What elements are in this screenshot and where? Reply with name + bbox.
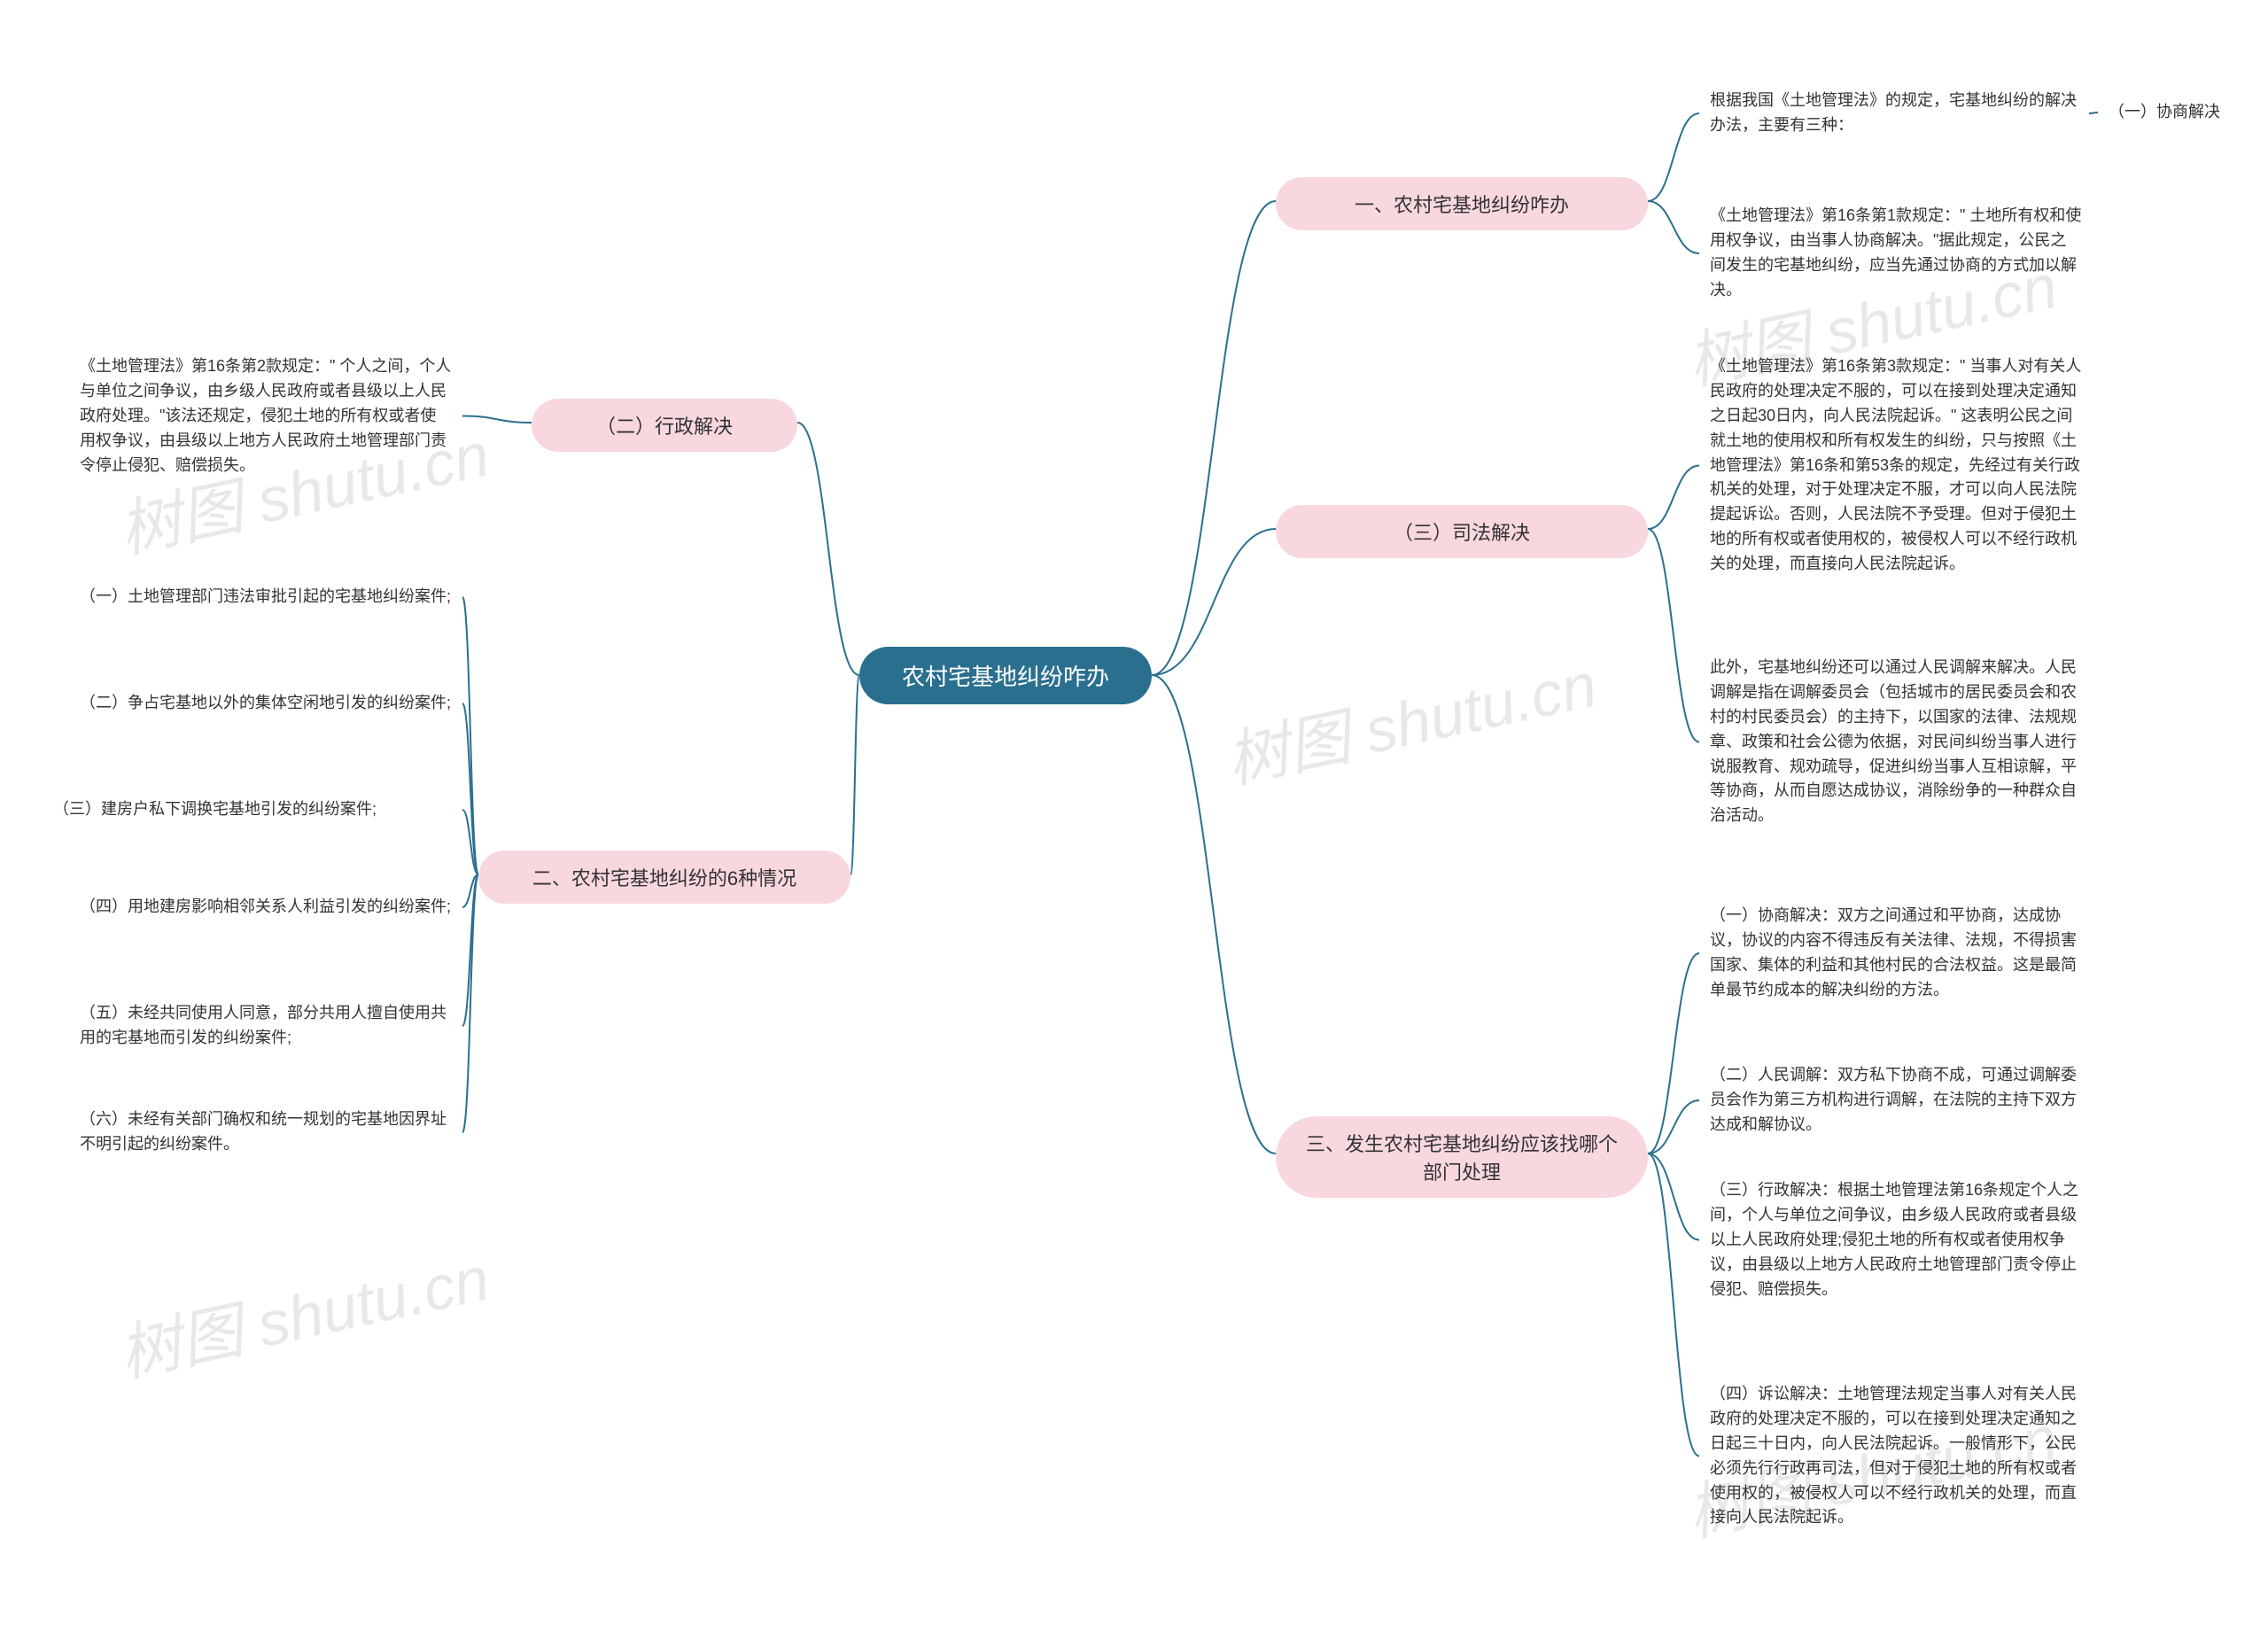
branch-r4: 三、发生农村宅基地纠纷应该找哪个部门处理 (1276, 1116, 1648, 1198)
leaf-r4-2: （三）行政解决：根据土地管理法第16条规定个人之间，个人与单位之间争议，由乡级人… (1710, 1178, 2082, 1301)
watermark: 树图 shutu.cn (110, 1229, 496, 1395)
watermark: 树图 shutu.cn (1217, 635, 1604, 801)
leaf-l2-4: （五）未经共同使用人同意，部分共用人擅自使用共用的宅基地而引发的纠纷案件; (80, 1001, 452, 1051)
leaf-r1-0: 根据我国《土地管理法》的规定，宅基地纠纷的解决办法，主要有三种： (1710, 89, 2082, 138)
branch-r1: 一、农村宅基地纠纷咋办 (1276, 177, 1648, 230)
leaf-l2-0: （一）土地管理部门违法审批引起的宅基地纠纷案件; (80, 585, 452, 610)
leaf-l1-0: 《土地管理法》第16条第2款规定：" 个人之间，个人与单位之间争议，由乡级人民政… (80, 354, 452, 478)
leaf-l2-5: （六）未经有关部门确权和统一规划的宅基地因界址不明引起的纠纷案件。 (80, 1107, 452, 1157)
leaf-r4-3: （四）诉讼解决：土地管理法规定当事人对有关人民政府的处理决定不服的，可以在接到处… (1710, 1382, 2082, 1530)
leaf-l2-2: （三）建房户私下调换宅基地引发的纠纷案件; (53, 797, 452, 822)
branch-l1: （二）行政解决 (532, 399, 797, 452)
leaf-l2-3: （四）用地建房影响相邻关系人利益引发的纠纷案件; (80, 895, 452, 920)
center-node: 农村宅基地纠纷咋办 (859, 647, 1152, 704)
leaf-l2-1: （二）争占宅基地以外的集体空闲地引发的纠纷案件; (80, 691, 452, 716)
leaf-r3-1: 此外，宅基地纠纷还可以通过人民调解来解决。人民调解是指在调解委员会（包括城市的居… (1710, 656, 2082, 828)
leaf-r3-0: 《土地管理法》第16条第3款规定：" 当事人对有关人民政府的处理决定不服的，可以… (1710, 354, 2082, 577)
branch-r3: （三）司法解决 (1276, 505, 1648, 558)
branch-l2: 二、农村宅基地纠纷的6种情况 (478, 851, 850, 904)
leaf-r4-0: （一）协商解决：双方之间通过和平协商，达成协议，协议的内容不得违反有关法律、法规… (1710, 904, 2082, 1003)
leaf-r4-1: （二）人民调解：双方私下协商不成，可通过调解委员会作为第三方机构进行调解，在法院… (1710, 1063, 2082, 1138)
leaf-r1-0-0: （一）协商解决 (2109, 100, 2268, 125)
leaf-r1-1: 《土地管理法》第16条第1款规定：" 土地所有权和使用权争议，由当事人协商解决。… (1710, 204, 2082, 303)
